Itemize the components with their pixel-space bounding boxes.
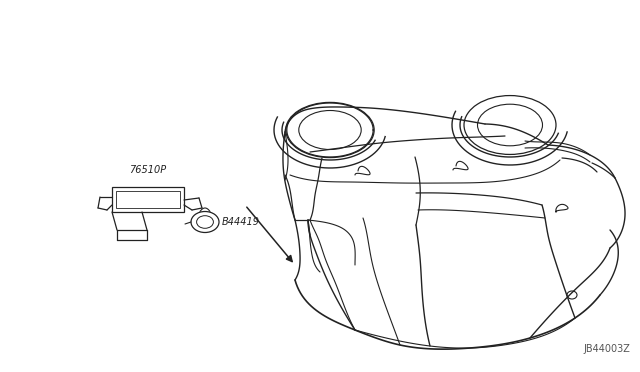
Text: 76510P: 76510P: [129, 165, 166, 175]
Text: B44419: B44419: [222, 217, 260, 227]
Bar: [112, 187, 184, 212]
Text: JB44003Z: JB44003Z: [583, 344, 630, 354]
Bar: [116, 191, 180, 208]
